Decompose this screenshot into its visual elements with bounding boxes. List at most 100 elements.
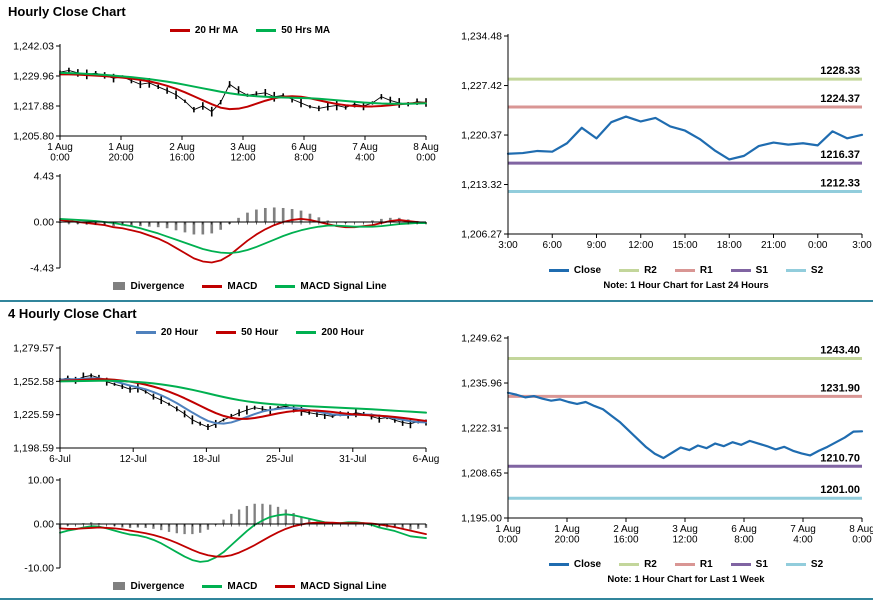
legend-line-swatch [202, 284, 223, 288]
svg-text:1,242.03: 1,242.03 [13, 41, 54, 53]
svg-text:6-Jul: 6-Jul [49, 454, 71, 465]
hourly-macd-chart: 4.43 0.00 -4.43 Divergence MACD MACD Signal … [2, 170, 440, 296]
svg-text:1210.70: 1210.70 [820, 452, 860, 464]
svg-text:1,208.65: 1,208.65 [461, 468, 502, 480]
svg-text:6:00: 6:00 [543, 240, 563, 251]
svg-text:1,213.32: 1,213.32 [461, 179, 502, 191]
weekly-pivot-legend: Close R2 R1 S1 S2 [444, 554, 870, 574]
section-hourly: Hourly Close Chart 20 Hr MA 50 Hrs MA 1,2… [0, 0, 873, 300]
legend-label: Divergence [130, 580, 185, 592]
legend-item-r1: R1 [674, 265, 713, 276]
svg-text:9:00: 9:00 [587, 240, 607, 251]
svg-text:12:00: 12:00 [628, 240, 653, 251]
legend-line-swatch [730, 562, 751, 566]
legend-label: MACD Signal Line [300, 280, 387, 292]
legend-line-swatch [216, 330, 237, 334]
svg-text:6-Aug: 6-Aug [413, 454, 440, 465]
svg-text:1212.33: 1212.33 [820, 177, 860, 189]
legend-box-swatch [113, 282, 126, 290]
legend-item-macd-signal-line: MACD Signal Line [275, 280, 387, 292]
hourly-pivot-plot: 1,234.48 1,227.42 1,220.37 1,213.32 1,206.27… [444, 22, 872, 260]
legend-line-swatch [275, 584, 296, 588]
legend-label: MACD Signal Line [300, 580, 387, 592]
svg-text:4.43: 4.43 [34, 171, 55, 183]
weekly-pivot-chart: 1,249.62 1,235.96 1,222.31 1,208.65 1,195.00… [444, 324, 873, 592]
svg-text:1224.37: 1224.37 [820, 93, 860, 105]
legend-item-s1: S1 [730, 265, 768, 276]
legend-item-macd-signal-line: MACD Signal Line [275, 580, 387, 592]
weekly_pivot-canvas: 1,249.62 1,235.96 1,222.31 1,208.65 1,195.00… [461, 333, 873, 546]
legend-item-r2: R2 [619, 559, 657, 570]
legend-label: Divergence [130, 280, 185, 292]
legend-line-swatch [548, 268, 569, 272]
hourly_macd-canvas: 4.43 0.00 -4.43 [30, 171, 427, 275]
legend-item-s2: S2 [785, 558, 824, 570]
svg-text:1,225.59: 1,225.59 [13, 409, 54, 421]
svg-text:1,205.80: 1,205.80 [13, 131, 54, 143]
svg-text:3:00: 3:00 [852, 240, 872, 251]
4hourly-macd-plot: 10.00 0.00 -10.00 [2, 474, 440, 576]
svg-text:1,227.42: 1,227.42 [461, 80, 502, 92]
legend-line-swatch [202, 584, 223, 588]
svg-text:-10.00: -10.00 [24, 563, 54, 575]
legend-label: 20 Hr MA [194, 24, 239, 36]
legend-line-swatch [275, 284, 296, 288]
svg-text:1231.90: 1231.90 [820, 382, 860, 394]
legend-label: R1 [699, 558, 713, 570]
hourly-price-plot: 1,242.03 1,229.96 1,217.88 1,205.80 1 Aug 0:0… [2, 40, 440, 166]
svg-text:18:00: 18:00 [717, 240, 742, 251]
svg-text:1243.40: 1243.40 [820, 344, 860, 356]
legend-line-swatch [619, 562, 640, 566]
legend-item-macd: MACD [202, 581, 257, 592]
legend-label: S2 [810, 558, 824, 570]
hourly_pivot-canvas: 1,234.48 1,227.42 1,220.37 1,213.32 1,206.27… [461, 31, 872, 252]
legend-item-20-hour: 20 Hour [135, 326, 199, 338]
svg-text:3:00: 3:00 [498, 240, 518, 251]
legend-label: S1 [755, 558, 768, 570]
legend-label: Close [573, 558, 602, 570]
4hourly-price-legend: 20 Hour 50 Hour 200 Hour [2, 322, 440, 342]
4hourly-macd-chart: 10.00 0.00 -10.00 Divergence MACD MACD Signa… [2, 474, 440, 596]
weekly-pivot-note: Note: 1 Hour Chart for Last 1 Week [607, 574, 765, 585]
hourly-macd-plot: 4.43 0.00 -4.43 [2, 170, 440, 276]
4hourly-price-plot: 1,279.57 1,252.58 1,225.59 1,198.59 6-Jul 12-… [2, 342, 440, 470]
weekly-pivot-plot: 1,249.62 1,235.96 1,222.31 1,208.65 1,195.00… [444, 324, 873, 554]
svg-text:1,234.48: 1,234.48 [461, 31, 502, 43]
svg-text:1,249.62: 1,249.62 [461, 333, 502, 345]
svg-text:25-Jul: 25-Jul [266, 454, 293, 465]
hourly-pivot-legend: Close R2 R1 S1 S2 [444, 260, 870, 280]
legend-line-swatch [296, 330, 317, 334]
legend-label: Close [573, 264, 602, 276]
section-title-4hourly: 4 Hourly Close Chart [8, 306, 137, 321]
svg-text:1,279.57: 1,279.57 [13, 343, 54, 355]
section-4hourly: 4 Hourly Close Chart 20 Hour 50 Hour 200 H… [0, 302, 873, 598]
legend-label: R2 [644, 558, 657, 570]
svg-text:1201.00: 1201.00 [820, 484, 860, 496]
legend-label: 50 Hrs MA [281, 24, 331, 36]
4hourly-price-chart: 20 Hour 50 Hour 200 Hour 1,279.57 1,252.58 1… [2, 322, 440, 470]
svg-text:-4.43: -4.43 [30, 263, 54, 275]
svg-text:1,222.31: 1,222.31 [461, 423, 502, 435]
legend-item-divergence: Divergence [113, 581, 184, 592]
svg-text:0.00: 0.00 [34, 217, 55, 229]
svg-text:1216.37: 1216.37 [820, 149, 860, 161]
bottom-divider [0, 598, 873, 600]
legend-line-swatch [785, 562, 806, 566]
svg-text:0:00: 0:00 [808, 240, 828, 251]
legend-line-swatch [730, 268, 751, 272]
hourly-pivot-chart: 1,234.48 1,227.42 1,220.37 1,213.32 1,206.27… [444, 22, 872, 298]
legend-label: MACD [227, 280, 258, 292]
legend-label: 20 Hour [160, 326, 199, 338]
legend-line-swatch [674, 268, 695, 272]
legend-label: 50 Hour [241, 326, 279, 338]
svg-text:18-Jul: 18-Jul [193, 454, 220, 465]
